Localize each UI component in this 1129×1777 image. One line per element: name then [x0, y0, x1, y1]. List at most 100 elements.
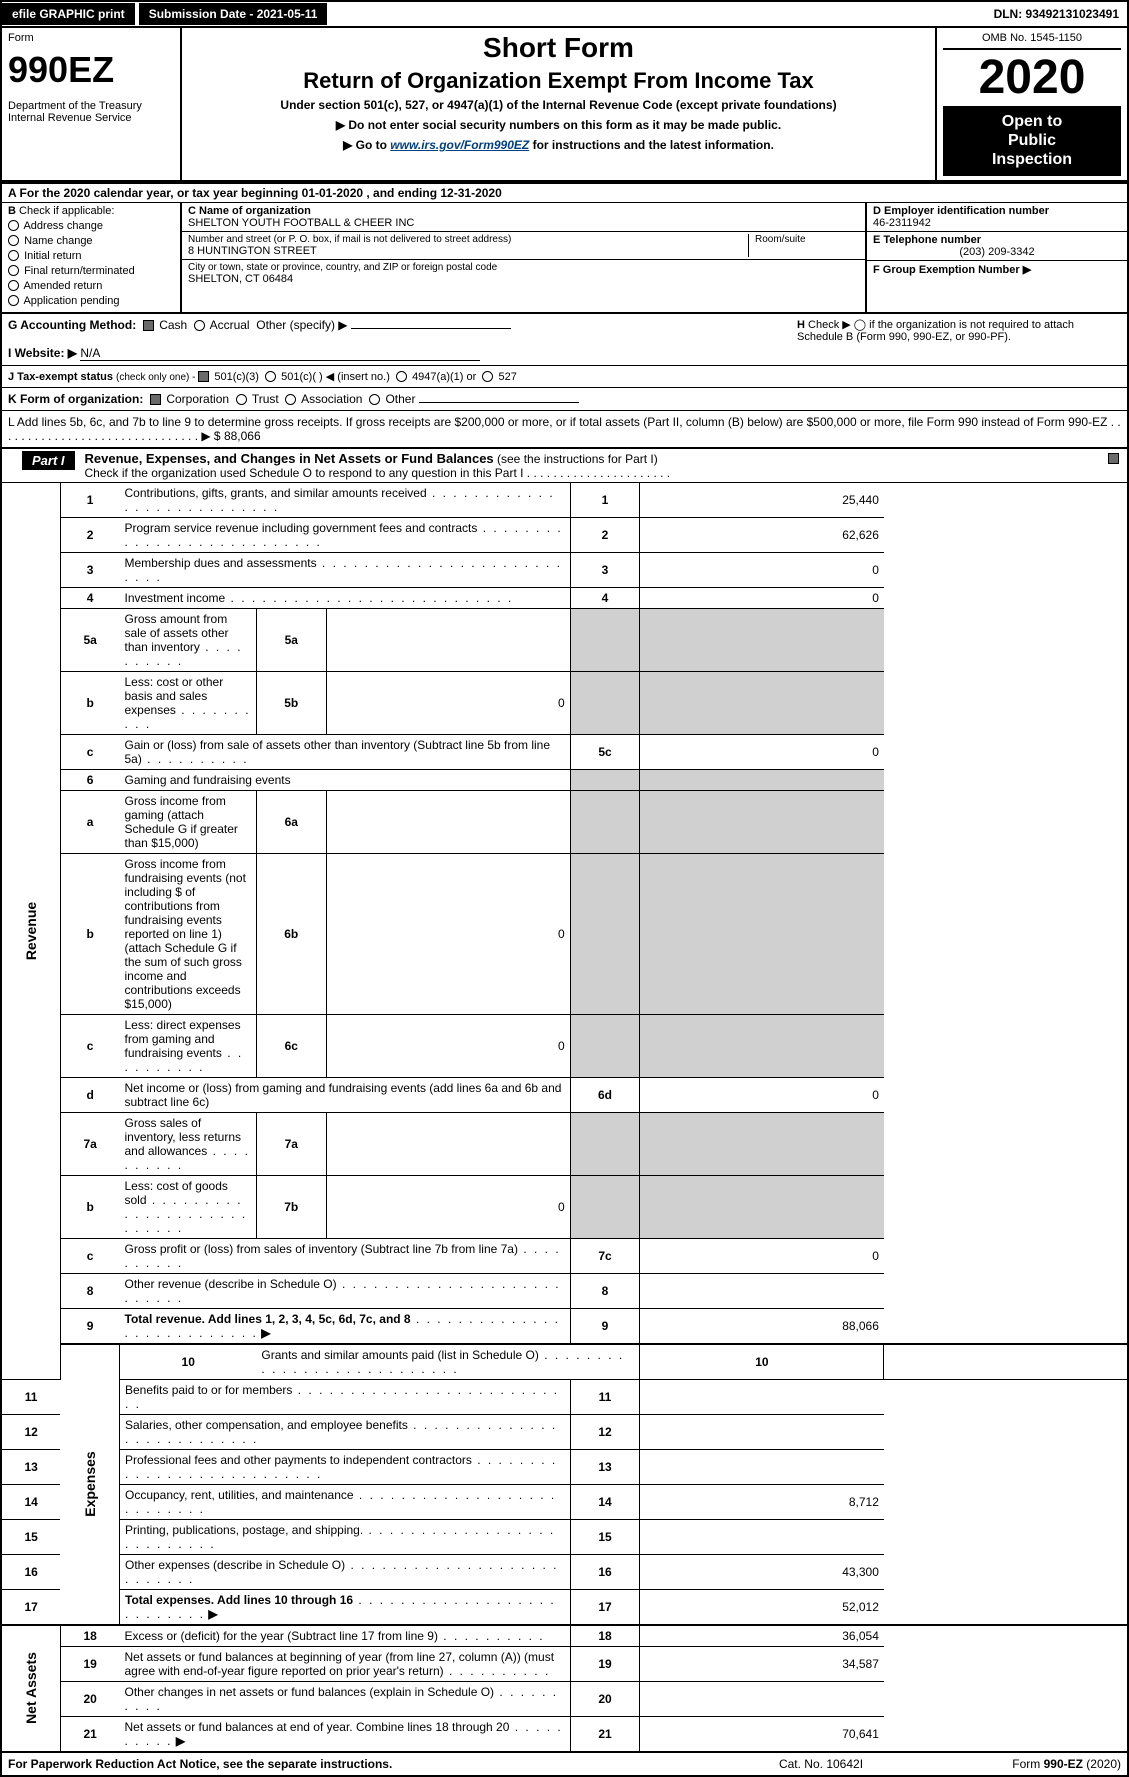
- l16-rnum: 16: [570, 1554, 640, 1589]
- l12-rnum: 12: [570, 1414, 640, 1449]
- l5c-desc: Gain or (loss) from sale of assets other…: [120, 734, 571, 769]
- l6-num: 6: [60, 769, 119, 790]
- l6d-desc: Net income or (loss) from gaming and fun…: [120, 1077, 571, 1112]
- l5a-innum: 5a: [256, 608, 326, 671]
- l4-rnum: 4: [570, 587, 640, 608]
- l8-num: 8: [60, 1273, 119, 1308]
- row-l: L Add lines 5b, 6c, and 7b to line 9 to …: [2, 411, 1127, 449]
- l7b-desc: Less: cost of goods sold: [120, 1175, 257, 1238]
- row-2: 2 Program service revenue including gove…: [1, 517, 1128, 552]
- form-header: Form 990EZ Department of the Treasury In…: [0, 28, 1129, 184]
- l10-num: 10: [120, 1344, 257, 1380]
- chk-name-change[interactable]: Name change: [8, 235, 174, 247]
- chk-accrual[interactable]: [194, 320, 205, 331]
- omb-number: OMB No. 1545-1150: [943, 32, 1121, 50]
- row-18: Net Assets 18 Excess or (deficit) for th…: [1, 1625, 1128, 1647]
- chk-cash[interactable]: [143, 320, 154, 331]
- l10-rnum: 10: [640, 1344, 884, 1380]
- chk-amended-return[interactable]: Amended return: [8, 280, 174, 292]
- row-9: 9 Total revenue. Add lines 1, 2, 3, 4, 5…: [1, 1308, 1128, 1344]
- header-right-col: OMB No. 1545-1150 2020 Open to Public In…: [937, 28, 1127, 180]
- l18-rval: 36,054: [640, 1625, 884, 1647]
- inspect-line1: Open to: [1002, 113, 1062, 130]
- l17-rval: 52,012: [640, 1589, 884, 1625]
- part-1-header: Part I Revenue, Expenses, and Changes in…: [0, 449, 1129, 483]
- l4-rval: 0: [640, 587, 884, 608]
- l18-desc: Excess or (deficit) for the year (Subtra…: [120, 1625, 571, 1647]
- chk-initial-return[interactable]: Initial return: [8, 250, 174, 262]
- inspect-line2: Public: [1008, 132, 1056, 149]
- l7b-rnum-shade: [570, 1175, 640, 1238]
- room-label: Room/suite: [755, 234, 859, 245]
- l13-rval: [640, 1449, 884, 1484]
- chk-final-return[interactable]: Final return/terminated: [8, 265, 174, 277]
- l18-num: 18: [60, 1625, 119, 1647]
- l19-rnum: 19: [570, 1646, 640, 1681]
- l6a-innum: 6a: [256, 790, 326, 853]
- g-label: G Accounting Method:: [8, 318, 136, 332]
- row-8: 8 Other revenue (describe in Schedule O)…: [1, 1273, 1128, 1308]
- row-16: 16 Other expenses (describe in Schedule …: [1, 1554, 1128, 1589]
- l4-num: 4: [60, 587, 119, 608]
- l6b-desc: Gross income from fundraising events (no…: [120, 853, 257, 1014]
- l7b-inval: 0: [326, 1175, 570, 1238]
- l15-desc: Printing, publications, postage, and shi…: [120, 1519, 571, 1554]
- phone-value: (203) 209-3342: [873, 246, 1121, 258]
- l16-desc: Other expenses (describe in Schedule O): [120, 1554, 571, 1589]
- g-other-input[interactable]: [351, 328, 511, 329]
- chk-other[interactable]: [369, 394, 380, 405]
- l6c-num: c: [60, 1014, 119, 1077]
- k-other-input[interactable]: [419, 402, 579, 403]
- l5b-rval-shade: [640, 671, 884, 734]
- chk-501c3[interactable]: [198, 371, 209, 382]
- h-text: Check ▶ ◯ if the organization is not req…: [797, 319, 1074, 343]
- instr2-pre: ▶ Go to: [343, 138, 390, 152]
- form-label: Form: [8, 32, 174, 44]
- l5b-desc: Less: cost or other basis and sales expe…: [120, 671, 257, 734]
- chk-address-change[interactable]: Address change: [8, 220, 174, 232]
- l20-num: 20: [60, 1681, 119, 1716]
- instr2-post: for instructions and the latest informat…: [529, 138, 774, 152]
- header-center-col: Short Form Return of Organization Exempt…: [182, 28, 937, 180]
- chk-501c[interactable]: [265, 371, 276, 382]
- instruction-1: ▶ Do not enter social security numbers o…: [188, 118, 929, 132]
- j-501c: 501(c)( ) ◀ (insert no.): [281, 371, 390, 383]
- part-1-title: Revenue, Expenses, and Changes in Net As…: [85, 451, 494, 466]
- l5a-rnum-shade: [570, 608, 640, 671]
- j-4947: 4947(a)(1) or: [412, 371, 476, 383]
- schedule-o-checkbox[interactable]: [1108, 451, 1121, 465]
- part-1-note: (see the instructions for Part I): [497, 452, 658, 466]
- l7a-inval: [326, 1112, 570, 1175]
- irs-link[interactable]: www.irs.gov/Form990EZ: [390, 138, 529, 152]
- footer-left: For Paperwork Reduction Act Notice, see …: [8, 1757, 721, 1771]
- chk-trust[interactable]: [236, 394, 247, 405]
- l7a-rval-shade: [640, 1112, 884, 1175]
- chk-corp[interactable]: [150, 394, 161, 405]
- chk-527[interactable]: [482, 371, 493, 382]
- l13-desc: Professional fees and other payments to …: [120, 1449, 571, 1484]
- l2-rval: 62,626: [640, 517, 884, 552]
- row-6c: c Less: direct expenses from gaming and …: [1, 1014, 1128, 1077]
- l20-rnum: 20: [570, 1681, 640, 1716]
- l19-desc: Net assets or fund balances at beginning…: [120, 1646, 571, 1681]
- l9-rval: 88,066: [640, 1308, 884, 1344]
- row-j: J Tax-exempt status (check only one) - 5…: [2, 366, 1127, 388]
- row-7c: c Gross profit or (loss) from sales of i…: [1, 1238, 1128, 1273]
- i-label: I Website: ▶: [8, 346, 77, 360]
- address-value: 8 HUNTINGTON STREET: [188, 245, 742, 257]
- dept-treasury: Department of the Treasury: [8, 100, 174, 112]
- l2-desc: Program service revenue including govern…: [120, 517, 571, 552]
- row-k: K Form of organization: Corporation Trus…: [2, 388, 1127, 411]
- row-3: 3 Membership dues and assessments 3 0: [1, 552, 1128, 587]
- chk-assoc[interactable]: [285, 394, 296, 405]
- l10-rval: [884, 1344, 1128, 1380]
- meta-block: G Accounting Method: Cash Accrual Other …: [0, 314, 1129, 449]
- l6d-num: d: [60, 1077, 119, 1112]
- l6c-innum: 6c: [256, 1014, 326, 1077]
- row-6: 6 Gaming and fundraising events: [1, 769, 1128, 790]
- chk-application-pending[interactable]: Application pending: [8, 295, 174, 307]
- l5a-inval: [326, 608, 570, 671]
- chk-4947[interactable]: [396, 371, 407, 382]
- j-501c3: 501(c)(3): [214, 371, 259, 383]
- l8-desc: Other revenue (describe in Schedule O): [120, 1273, 571, 1308]
